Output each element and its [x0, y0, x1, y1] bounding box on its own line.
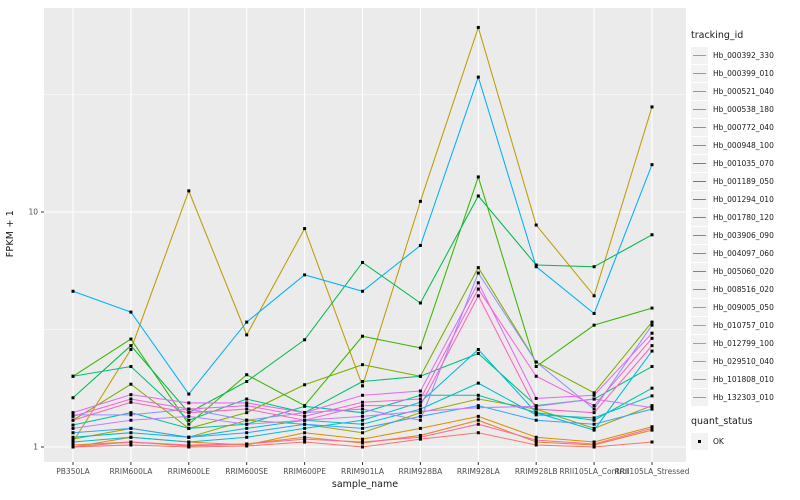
legend-item-Hb_000399_010: Hb_000399_010: [691, 65, 799, 82]
x-axis-ticks: PB350LA RRIM600LA RRIM600LE RRIM600SE RRIM60…: [56, 462, 690, 476]
plot-panel: [44, 8, 686, 462]
legend-item-Hb_132303_010: Hb_132303_010: [691, 389, 799, 406]
legend-item-Hb_101808_010: Hb_101808_010: [691, 371, 799, 388]
svg-text:RRIM901LA: RRIM901LA: [341, 467, 385, 476]
legend-key-line-icon: [691, 371, 708, 388]
legend-title-tracking-id: tracking_id: [691, 30, 744, 41]
legend-key-line-icon: [691, 281, 708, 298]
y-axis-ticks: 1 10: [28, 208, 44, 452]
legend-key-line-icon: [691, 47, 708, 64]
svg-text:RRII105LA_Stressed: RRII105LA_Stressed: [615, 467, 690, 476]
data-points: [71, 25, 654, 449]
legend-key-line-icon: [691, 263, 708, 280]
legend-item-Hb_001189_050: Hb_001189_050: [691, 173, 799, 190]
gridlines: [44, 8, 686, 462]
legend-item-label: Hb_008516_020: [713, 285, 774, 294]
svg-text:PB350LA: PB350LA: [56, 467, 90, 476]
x-axis-title: sample_name: [331, 479, 399, 490]
svg-text:RRIM928BA: RRIM928BA: [399, 467, 444, 476]
legend-item-label: Hb_132303_010: [713, 393, 774, 402]
legend-item-label: Hb_009005_050: [713, 303, 774, 312]
legend-item-Hb_004097_060: Hb_004097_060: [691, 245, 799, 262]
line-chart: PB350LA RRIM600LA RRIM600LE RRIM600SE RRIM60…: [28, 8, 690, 476]
legend-item-Hb_001294_010: Hb_001294_010: [691, 191, 799, 208]
legend-title-quant-status: quant_status: [691, 416, 753, 427]
legend-key-line-icon: [691, 155, 708, 172]
legend-key-line-icon: [691, 353, 708, 370]
svg-text:RRIM600SE: RRIM600SE: [225, 467, 268, 476]
legend-item-label: Hb_001035_070: [713, 159, 774, 168]
legend-item-label: Hb_004097_060: [713, 249, 774, 258]
legend-item-Hb_029510_040: Hb_029510_040: [691, 353, 799, 370]
legend-key-line-icon: [691, 245, 708, 262]
black-square-point-icon: [691, 433, 708, 450]
legend-item-Hb_000538_180: Hb_000538_180: [691, 101, 799, 118]
legend-item-Hb_001780_120: Hb_001780_120: [691, 209, 799, 226]
legend-item-label: Hb_003906_090: [713, 231, 774, 240]
svg-text:10: 10: [28, 208, 38, 217]
legend-item-Hb_008516_020: Hb_008516_020: [691, 281, 799, 298]
y-axis-title: FPKM + 1: [4, 210, 16, 258]
legend-item-label: Hb_012799_100: [713, 339, 774, 348]
legend-key-line-icon: [691, 227, 708, 244]
legend-item-Hb_000392_330: Hb_000392_330: [691, 47, 799, 64]
legend-item-Hb_005060_020: Hb_005060_020: [691, 263, 799, 280]
legend-key-line-icon: [691, 137, 708, 154]
legend-item-label: Hb_005060_020: [713, 267, 774, 276]
legend-panel: tracking_id Hb_000392_330 Hb_000399_010 Hb…: [691, 0, 799, 451]
legend-item-label: Hb_000948_100: [713, 141, 774, 150]
legend-key-line-icon: [691, 317, 708, 334]
legend-item-label: Hb_101808_010: [713, 375, 774, 384]
svg-text:RRIM600LE: RRIM600LE: [168, 467, 211, 476]
legend-item-Hb_012799_100: Hb_012799_100: [691, 335, 799, 352]
legend-item-label: Hb_029510_040: [713, 357, 774, 366]
legend-item-label: Hb_000538_180: [713, 105, 774, 114]
legend-item-label: Hb_000772_040: [713, 123, 774, 132]
svg-text:RRII105LA_Control: RRII105LA_Control: [559, 467, 629, 476]
legend-key-line-icon: [691, 173, 708, 190]
legend-item-label: Hb_001780_120: [713, 213, 774, 222]
legend-key-line-icon: [691, 119, 708, 136]
legend-item-label: Hb_001189_050: [713, 177, 774, 186]
legend-item-Hb_000772_040: Hb_000772_040: [691, 119, 799, 136]
legend-item-Hb_000948_100: Hb_000948_100: [691, 137, 799, 154]
legend-key-line-icon: [691, 65, 708, 82]
svg-text:RRIM600PE: RRIM600PE: [283, 467, 326, 476]
legend-items-quant: OK: [691, 433, 799, 450]
legend-item-Hb_000521_040: Hb_000521_040: [691, 83, 799, 100]
legend-key-line-icon: [691, 209, 708, 226]
legend-key-line-icon: [691, 299, 708, 316]
legend-item-label: Hb_000399_010: [713, 69, 774, 78]
legend-item-quant-OK: OK: [691, 433, 799, 450]
legend-item-label: Hb_001294_010: [713, 195, 774, 204]
legend-key-line-icon: [691, 101, 708, 118]
legend-items-tracking: Hb_000392_330 Hb_000399_010 Hb_000521_040 H…: [691, 47, 799, 406]
legend-key-line-icon: [691, 389, 708, 406]
legend-item-Hb_003906_090: Hb_003906_090: [691, 227, 799, 244]
svg-text:RRIM928LB: RRIM928LB: [515, 467, 558, 476]
legend-item-label: OK: [713, 437, 724, 446]
legend-key-line-icon: [691, 335, 708, 352]
svg-text:RRIM600LA: RRIM600LA: [109, 467, 153, 476]
legend-item-label: Hb_000521_040: [713, 87, 774, 96]
legend-item-Hb_001035_070: Hb_001035_070: [691, 155, 799, 172]
svg-text:1: 1: [33, 443, 38, 452]
legend-key-line-icon: [691, 83, 708, 100]
legend-item-Hb_009005_050: Hb_009005_050: [691, 299, 799, 316]
legend-key-line-icon: [691, 191, 708, 208]
legend-item-label: Hb_010757_010: [713, 321, 774, 330]
legend-item-Hb_010757_010: Hb_010757_010: [691, 317, 799, 334]
legend-item-label: Hb_000392_330: [713, 51, 774, 60]
svg-text:RRIM928LA: RRIM928LA: [457, 467, 501, 476]
